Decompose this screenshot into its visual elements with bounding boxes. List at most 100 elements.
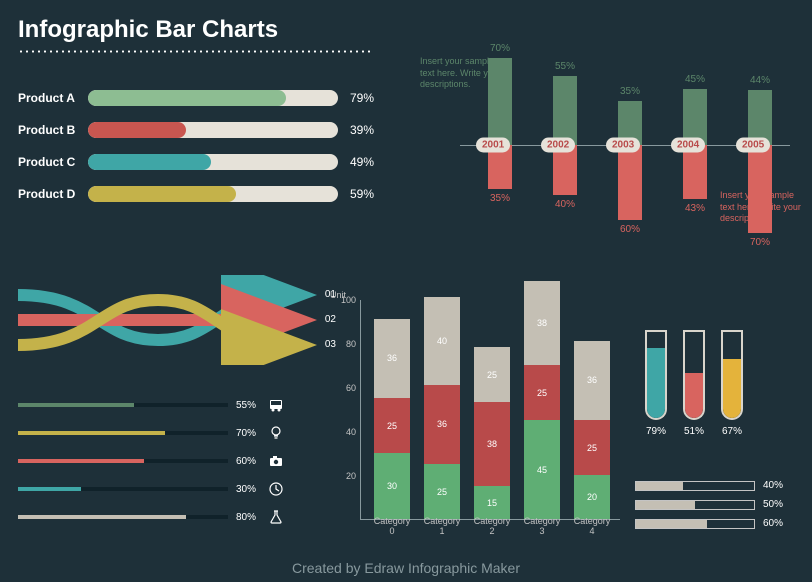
stacked-seg-bottom: 30 [374, 453, 410, 519]
stacked-seg-mid: 38 [474, 402, 510, 486]
iconbar-track [18, 515, 228, 519]
product-pct: 79% [350, 91, 374, 105]
timeline-value-up: 55% [553, 61, 577, 72]
progress-fill [636, 482, 683, 490]
product-bars: Product A 79%Product B 39%Product C 49%P… [18, 90, 388, 218]
product-track [88, 122, 338, 138]
timeline-column: 55% 40% 2002 [535, 30, 595, 260]
product-label: Product A [18, 91, 88, 105]
progress-track [635, 519, 755, 529]
flask-icon [266, 507, 286, 527]
progress-pct: 50% [763, 499, 783, 510]
iconbar-row: 70% [18, 423, 298, 443]
product-pct: 39% [350, 123, 374, 137]
product-row: Product C 49% [18, 154, 388, 170]
product-row: Product B 39% [18, 122, 388, 138]
iconbar-track [18, 459, 228, 463]
stacked-seg-top: 40 [424, 297, 460, 385]
iconbar-track [18, 487, 228, 491]
page-title: Infographic Bar Charts [18, 16, 278, 44]
stacked-seg-mid: 25 [574, 420, 610, 475]
iconbar-pct: 70% [236, 428, 266, 439]
iconbar-fill [18, 431, 165, 435]
progress-pct: 60% [763, 518, 783, 529]
timeline-value-up: 44% [748, 75, 772, 86]
tube-body [645, 330, 667, 420]
iconbar-row: 55% [18, 395, 298, 415]
iconbar-track [18, 431, 228, 435]
stacked-axis-y [360, 300, 361, 520]
progress-pct: 40% [763, 480, 783, 491]
stacked-category: Category 3 [520, 516, 564, 536]
product-row: Product D 59% [18, 186, 388, 202]
progress-row: 40% [635, 480, 800, 491]
timeline-year: 2005 [736, 138, 770, 153]
tube: 79% [645, 330, 667, 437]
test-tubes: 79% 51% 67% [645, 330, 795, 437]
timeline-value-up: 45% [683, 74, 707, 85]
stacked-category: Category 1 [420, 516, 464, 536]
flow-arrows-svg [18, 275, 318, 365]
timeline-bar-down [553, 145, 577, 195]
product-label: Product D [18, 187, 88, 201]
iconbar-fill [18, 459, 144, 463]
iconbar-row: 60% [18, 451, 298, 471]
timeline-column: 44% 70% 2005 [730, 30, 790, 260]
product-row: Product A 79% [18, 90, 388, 106]
stacked-ytick: 80 [330, 339, 356, 349]
stacked-seg-top: 36 [374, 319, 410, 398]
stacked-seg-mid: 36 [424, 385, 460, 464]
stacked-bar: 38 25 45 [524, 281, 560, 519]
stacked-ytick: 60 [330, 383, 356, 393]
bus-icon [266, 395, 286, 415]
progress-fill [636, 501, 695, 509]
product-track [88, 154, 338, 170]
product-fill [88, 186, 236, 202]
stacked-bar-chart: Unit 2040608010036 25 30Category 040 36 … [330, 290, 620, 540]
timeline-year: 2003 [606, 138, 640, 153]
product-pct: 59% [350, 187, 374, 201]
timeline-value-down: 40% [553, 199, 577, 210]
footer-credit: Created by Edraw Infographic Maker [0, 560, 812, 576]
stacked-seg-bottom: 45 [524, 420, 560, 519]
product-fill [88, 154, 211, 170]
bulb-icon [266, 423, 286, 443]
progress-track [635, 500, 755, 510]
stacked-ytick: 40 [330, 427, 356, 437]
product-label: Product B [18, 123, 88, 137]
stacked-ytick: 100 [330, 295, 356, 305]
product-pct: 49% [350, 155, 374, 169]
stacked-ytick: 20 [330, 471, 356, 481]
timeline-year: 2001 [476, 138, 510, 153]
camera-icon [266, 451, 286, 471]
tube-liquid [685, 373, 703, 418]
tube-pct: 67% [722, 426, 742, 437]
tube-body [721, 330, 743, 420]
stacked-bar: 40 36 25 [424, 297, 460, 519]
tube-liquid [723, 359, 741, 418]
stacked-seg-bottom: 20 [574, 475, 610, 519]
timeline-column: 70% 35% 2001 [470, 30, 530, 260]
timeline-value-down: 35% [488, 193, 512, 204]
product-track [88, 186, 338, 202]
timeline-year: 2002 [541, 138, 575, 153]
flow-arrows: 01 02 03 [18, 275, 318, 365]
tube: 51% [683, 330, 705, 437]
product-fill [88, 122, 186, 138]
timeline-value-down: 43% [683, 203, 707, 214]
timeline-bar-down [683, 145, 707, 199]
stacked-bar: 36 25 30 [374, 319, 410, 519]
tube-pct: 51% [684, 426, 704, 437]
timeline-bar-down [748, 145, 772, 233]
iconbar-pct: 60% [236, 456, 266, 467]
stacked-seg-top: 38 [524, 281, 560, 365]
iconbar-track [18, 403, 228, 407]
timeline-value-up: 35% [618, 86, 642, 97]
progress-track [635, 481, 755, 491]
iconbar-fill [18, 515, 186, 519]
product-label: Product C [18, 155, 88, 169]
product-fill [88, 90, 286, 106]
stacked-bar: 36 25 20 [574, 341, 610, 519]
stacked-seg-top: 25 [474, 347, 510, 402]
stacked-seg-bottom: 25 [424, 464, 460, 519]
